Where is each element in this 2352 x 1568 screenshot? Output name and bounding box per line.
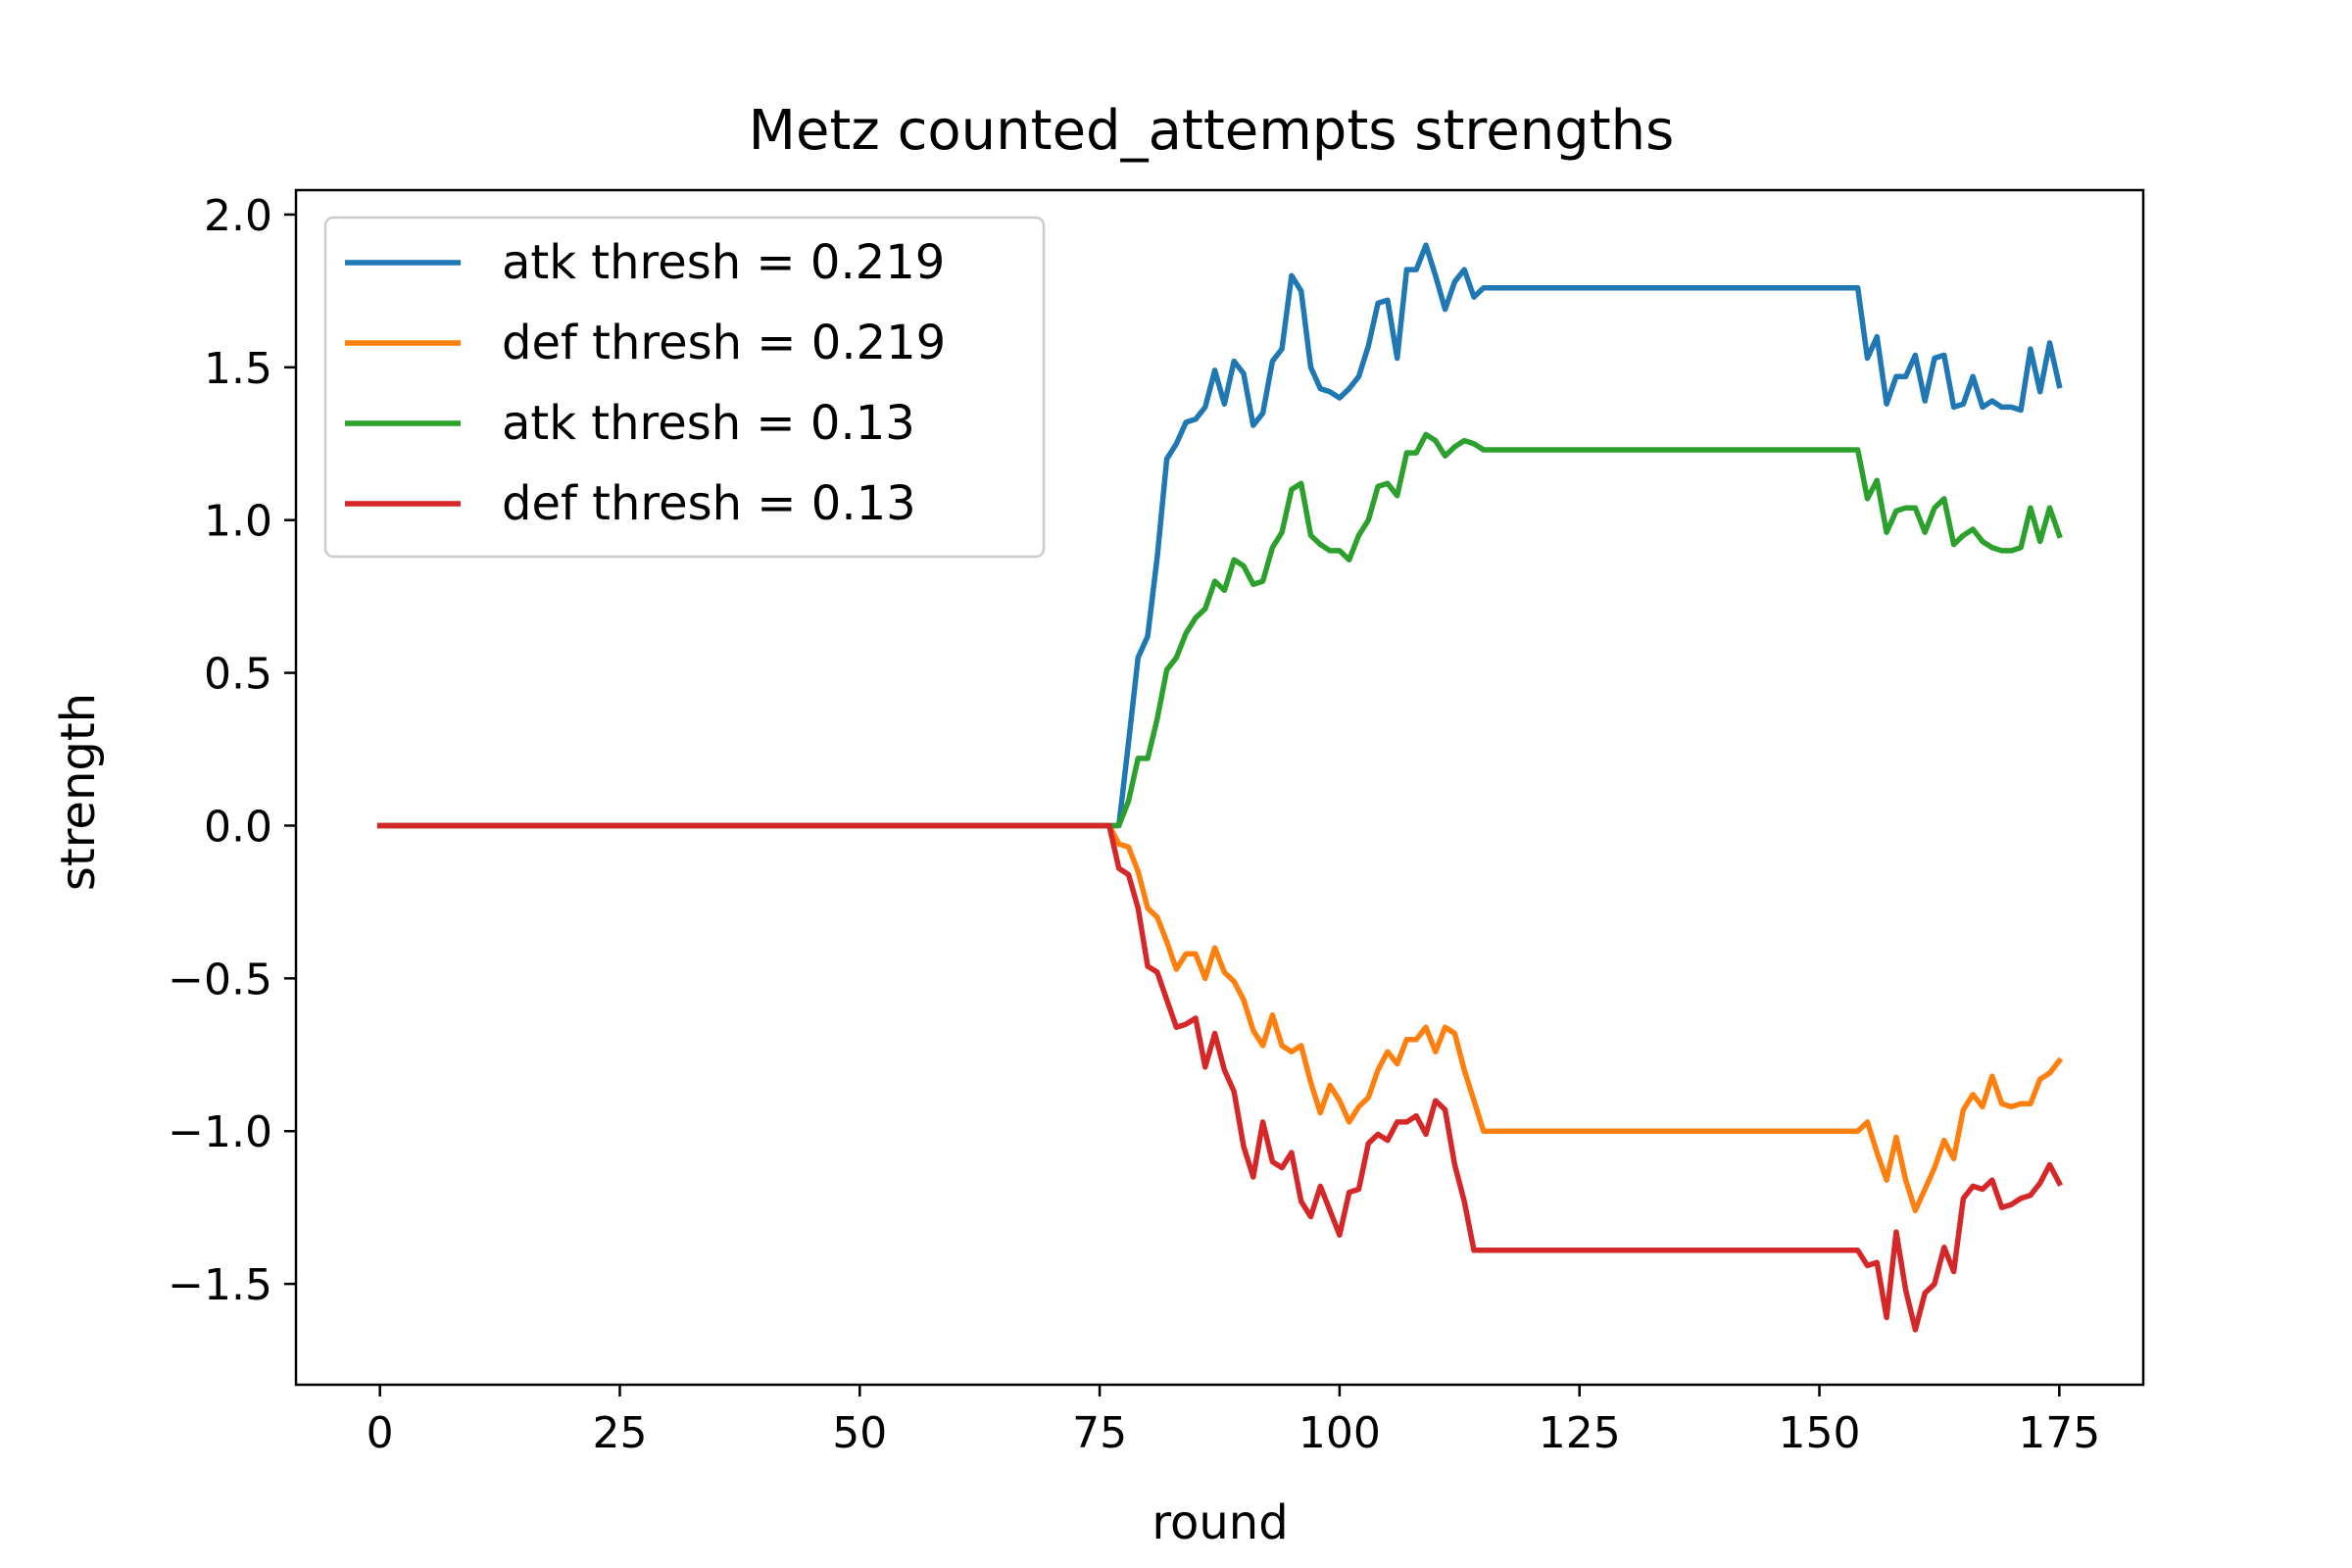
plot-frame: [294, 188, 2145, 1387]
chart-title: Metz counted_attempts strengths: [749, 99, 1675, 163]
y-tick-label: −1.0: [168, 1107, 272, 1157]
legend-label: atk thresh = 0.219: [502, 235, 945, 290]
x-axis-label: round: [1152, 1495, 1288, 1550]
y-axis-label: strength: [51, 693, 106, 891]
legend-box: [323, 216, 1046, 559]
x-tick-label: 175: [2018, 1408, 2100, 1458]
ticks-layer: 0 25 50 75 100 125 150 175 −1.5 −1.0 −0.5 0.0 0.5 1.0…: [168, 191, 2100, 1458]
series-line-2: [376, 822, 2064, 1214]
y-tick-label: −1.5: [168, 1260, 272, 1310]
series-line-3: [376, 431, 2063, 829]
y-tick-label: 0.0: [204, 802, 272, 852]
x-tick-label: 75: [1072, 1408, 1127, 1458]
legend-label: def thresh = 0.13: [502, 476, 916, 531]
x-tick-label: 125: [1539, 1408, 1621, 1458]
y-tick-label: 1.5: [204, 344, 272, 394]
y-tick-label: 1.0: [204, 497, 272, 547]
legend-label: def thresh = 0.219: [502, 316, 946, 370]
x-tick-label: 50: [832, 1408, 887, 1458]
x-tick-label: 25: [592, 1408, 647, 1458]
series-layer: [376, 242, 2064, 1333]
legend: atk thresh = 0.219 def thresh = 0.219 atk …: [323, 216, 1046, 559]
x-tick-label: 0: [367, 1408, 394, 1458]
series-line-1: [376, 242, 2063, 829]
legend-label: atk thresh = 0.13: [502, 396, 915, 451]
y-tick-label: 2.0: [204, 191, 272, 241]
x-tick-label: 100: [1298, 1408, 1381, 1458]
x-tick-label: 150: [1779, 1408, 1861, 1458]
series-line-4: [376, 822, 2064, 1333]
y-tick-label: 0.5: [204, 650, 272, 700]
y-tick-label: −0.5: [168, 955, 272, 1004]
